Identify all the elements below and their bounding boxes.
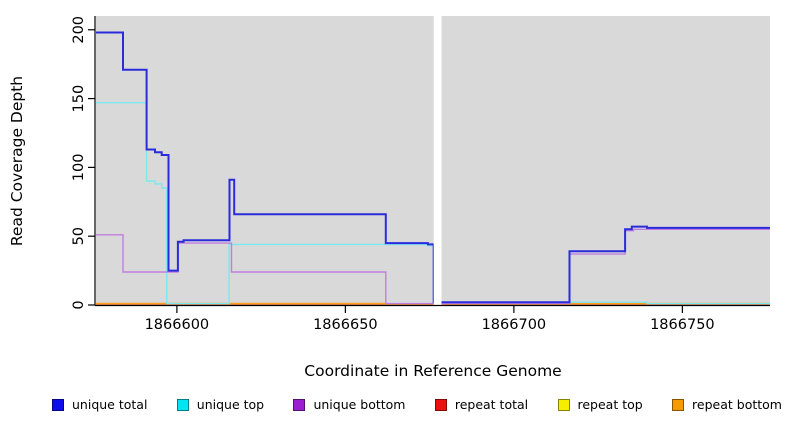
legend-label: repeat bottom bbox=[692, 397, 782, 412]
legend-item-repeat-bottom: repeat bottom bbox=[672, 397, 782, 412]
x-axis-title: Coordinate in Reference Genome bbox=[304, 362, 561, 380]
legend-item-repeat-top: repeat top bbox=[557, 397, 643, 412]
legend-label: repeat top bbox=[577, 397, 643, 412]
legend-swatch-icon bbox=[672, 398, 685, 411]
legend: unique total unique top unique bottom repea… bbox=[0, 397, 792, 412]
legend-swatch-icon bbox=[293, 398, 306, 411]
y-tick-label: 100 bbox=[71, 154, 87, 182]
axes-layer: 0 50 100 150 200 1866600 1866650 1866700 1866750 bbox=[71, 16, 770, 333]
y-tick-label: 200 bbox=[71, 16, 87, 44]
plot-area: 0 50 100 150 200 1866600 1866650 1866700 1866750… bbox=[8, 16, 770, 380]
legend-item-unique-total: unique total bbox=[52, 397, 147, 412]
legend-label: repeat total bbox=[454, 397, 529, 412]
coverage-gap-band bbox=[433, 16, 442, 306]
y-tick-label: 50 bbox=[71, 227, 87, 245]
legend-item-repeat-total: repeat total bbox=[434, 397, 529, 412]
legend-swatch-icon bbox=[434, 398, 447, 411]
legend-label: unique top bbox=[196, 397, 265, 412]
legend-item-unique-top: unique top bbox=[176, 397, 265, 412]
legend-label: unique total bbox=[72, 397, 148, 412]
y-tick-label: 150 bbox=[71, 85, 87, 113]
legend-label: unique bottom bbox=[313, 397, 406, 412]
x-tick-label: 1866750 bbox=[650, 317, 715, 333]
legend-swatch-icon bbox=[557, 398, 570, 411]
x-tick-label: 1866700 bbox=[482, 317, 547, 333]
coverage-gap-layer bbox=[433, 16, 442, 306]
legend-swatch-icon bbox=[52, 398, 64, 411]
legend-item-unique-bottom: unique bottom bbox=[293, 397, 406, 412]
legend-swatch-icon bbox=[176, 398, 189, 411]
x-tick-label: 1866600 bbox=[145, 317, 210, 333]
series-line-unique-total bbox=[96, 31, 770, 304]
y-tick-label: 0 bbox=[71, 300, 87, 309]
x-tick-label: 1866650 bbox=[313, 317, 378, 333]
series-line-unique-bottom bbox=[96, 228, 770, 305]
y-axis-title: Read Coverage Depth bbox=[8, 76, 26, 246]
